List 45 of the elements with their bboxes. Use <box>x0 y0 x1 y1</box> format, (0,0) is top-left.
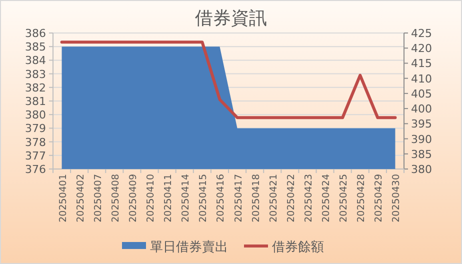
x-tick-label: 20250421 <box>268 174 280 222</box>
line-series <box>60 40 397 120</box>
y-tick-label: 377 <box>25 149 46 162</box>
y2-tick-label: 390 <box>411 132 432 146</box>
x-tick-label: 20250402 <box>75 174 86 222</box>
x-tick-label: 20250411 <box>163 174 174 222</box>
x-tick-label: 20250429 <box>374 174 385 222</box>
y-tick-label: 384 <box>25 54 46 68</box>
x-tick-label: 20250407 <box>92 174 104 222</box>
y-tick-label: 386 <box>25 27 46 40</box>
y-tick-label: 383 <box>25 68 46 81</box>
x-tick-label: 20250401 <box>58 174 69 222</box>
y2-tick-label: 395 <box>411 118 432 131</box>
y-tick-label: 385 <box>25 40 46 54</box>
y2-tick-label: 385 <box>411 148 432 161</box>
x-tick-label: 20250425 <box>338 174 350 222</box>
y-tick-label: 379 <box>25 122 46 136</box>
x-tick-label: 20250417 <box>233 174 244 222</box>
x-tick-label: 20250422 <box>286 174 297 222</box>
y2-tick-label: 425 <box>411 27 432 40</box>
x-tick-label: 20250430 <box>391 174 402 222</box>
y2-tick-label: 420 <box>411 42 432 56</box>
x-tick-label: 20250416 <box>216 174 227 222</box>
y2-tick-label: 405 <box>411 87 432 100</box>
chart-title: 借券資訊 <box>195 8 267 29</box>
x-tick-label: 20250408 <box>110 174 122 222</box>
x-tick-label: 20250409 <box>128 174 139 222</box>
y-tick-label: 381 <box>25 95 46 108</box>
x-tick-label: 20250410 <box>146 174 157 222</box>
x-tick-label: 20250418 <box>250 174 262 222</box>
y2-tick-label: 415 <box>411 57 432 70</box>
legend-label: 單日借券賣出 <box>150 240 228 255</box>
y2-tick-label: 380 <box>411 163 432 176</box>
x-tick-label: 20250415 <box>198 174 210 222</box>
y2-tick-label: 410 <box>411 72 432 86</box>
x-tick-label: 20250414 <box>180 174 192 222</box>
y-tick-label: 376 <box>25 163 46 176</box>
legend-label: 借券餘額 <box>272 240 324 255</box>
y-tick-label: 380 <box>25 108 46 122</box>
x-tick-label: 20250428 <box>356 174 368 222</box>
y-tick-label: 378 <box>25 136 46 149</box>
x-tick-label: 20250423 <box>303 174 314 222</box>
y2-tick-label: 400 <box>411 102 432 116</box>
y-tick-label: 382 <box>25 81 46 94</box>
x-tick-label: 20250424 <box>321 174 332 222</box>
